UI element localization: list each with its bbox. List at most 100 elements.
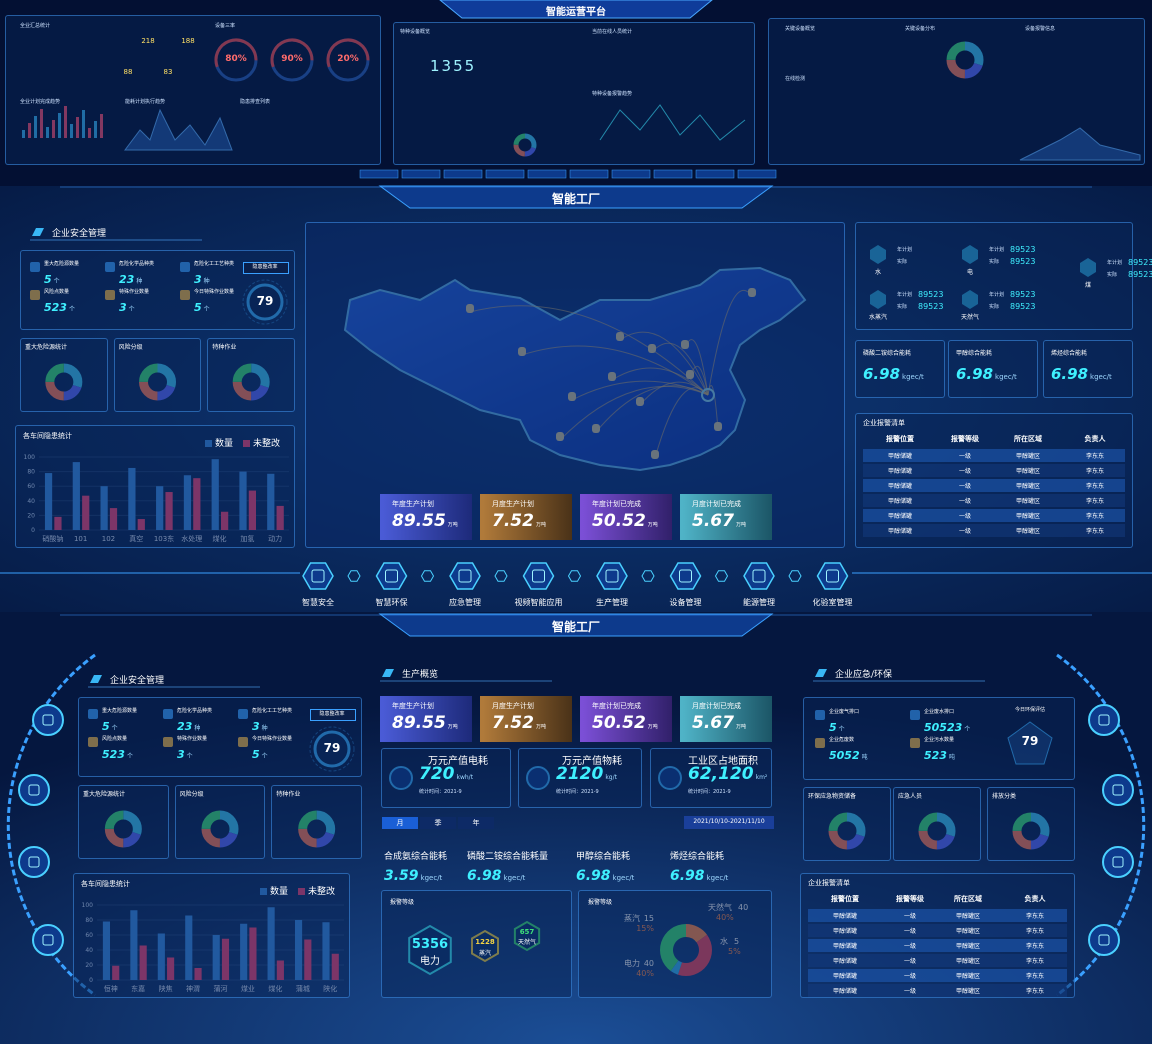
donut-title: 风险分级 (118, 344, 143, 351)
energy-actual-label: 实际 (897, 304, 908, 310)
table-cell: 甲醇罐区 (1015, 513, 1041, 520)
nav-label[interactable]: 生产管理 (596, 598, 628, 607)
table-cell: 一级 (903, 943, 917, 950)
rate-label: 隐患整改率 (252, 264, 278, 270)
value: 89.55 (392, 511, 446, 531)
plan-card (380, 494, 472, 540)
panel-title: 特种设备概览 (400, 29, 431, 35)
table-cell: 甲醇罐区 (1015, 483, 1041, 490)
nav-hex (302, 562, 334, 590)
table-cell: 李东东 (1025, 943, 1045, 950)
table-cell: 甲醇罐区 (1015, 528, 1041, 535)
count: 83 (163, 68, 173, 76)
intensity-value: 6.98 kgec/t (576, 865, 634, 884)
donut-title: 特种作业 (276, 791, 301, 798)
tab-label[interactable]: 季 (434, 819, 442, 827)
table-cell: 甲醇储罐 (887, 498, 913, 505)
energy-plan: 89523 (1010, 290, 1036, 299)
panel-title: 在线检测 (785, 76, 806, 82)
stat-label: 企业污水数量 (924, 737, 955, 743)
chart-title: 各车间隐患统计 (23, 432, 72, 440)
kpi-time: 统计时间：2021-9 (688, 789, 731, 795)
panel-title: 全业汇总统计 (20, 23, 51, 29)
nav-chip (695, 169, 735, 179)
table-cell: 甲醇罐区 (1015, 453, 1041, 460)
table-row (808, 924, 1067, 937)
energy-name: 电 (966, 269, 974, 276)
panel-title: 当前在线人员统计 (592, 29, 633, 35)
stat-label: 企业废气排口 (829, 709, 860, 715)
unit: 个 (111, 725, 118, 732)
stat-label: 危险化工工艺种类 (194, 261, 235, 267)
tab-label[interactable]: 月 (396, 819, 404, 827)
rate-value: 79 (256, 294, 274, 308)
nav-label[interactable]: 化验室管理 (812, 598, 853, 607)
value: 50523 (924, 721, 963, 734)
card-value: 50.52 万吨 (592, 511, 658, 531)
table-cell: 一级 (958, 528, 972, 535)
energy-actual-label: 实际 (989, 259, 1000, 265)
nav-label[interactable]: 视频智能应用 (514, 598, 563, 607)
value: 6.98 (467, 868, 502, 884)
nav-chip (611, 169, 651, 179)
table-cell: 甲醇储罐 (832, 913, 858, 920)
table-cell: 李东东 (1025, 928, 1045, 935)
nav-link (714, 570, 729, 582)
table-cell: 甲醇罐区 (955, 928, 981, 935)
table-cell: 李东东 (1025, 988, 1045, 995)
value: 3 (177, 748, 185, 761)
tab[interactable] (458, 817, 494, 829)
title-mark (382, 669, 394, 677)
table-cell: 一级 (958, 498, 972, 505)
tab[interactable] (382, 817, 418, 829)
energy-actual-label: 实际 (1107, 272, 1118, 278)
card-value: 50.52 万吨 (592, 713, 658, 733)
alarm-value: 657 (519, 928, 535, 937)
card-label: 年度计划已完成 (592, 500, 641, 508)
nav-chip (653, 169, 693, 179)
nav-link (788, 570, 802, 582)
energy-plan-label: 年计划 (897, 292, 913, 298)
tab[interactable] (420, 817, 456, 829)
nav-icon (605, 569, 619, 583)
panel (578, 890, 772, 998)
pie-title: 报警等级 (588, 899, 613, 906)
panel (855, 222, 1133, 330)
value: 7.52 (492, 511, 534, 531)
table-cell: 李东东 (1085, 498, 1105, 505)
unit: 万吨 (735, 522, 746, 528)
nav-label[interactable]: 智慧安全 (302, 598, 334, 607)
energy-actual: 89523 (1010, 257, 1036, 266)
kpi-value: 62,120 km² (688, 764, 767, 784)
tab-label[interactable]: 年 (472, 819, 480, 827)
table-cell: 一级 (958, 513, 972, 520)
value: 23 (177, 720, 193, 733)
nav-chip (485, 169, 525, 179)
plan-card (380, 696, 472, 742)
intensity-value: 3.59 kgec/t (384, 865, 442, 884)
table-cell: 甲醇储罐 (832, 973, 858, 980)
table-cell: 甲醇储罐 (832, 943, 858, 950)
card-label: 月度计划已完成 (692, 702, 741, 710)
panel (803, 697, 1075, 780)
unit: 万吨 (535, 522, 546, 528)
table-cell: 李东东 (1085, 453, 1105, 460)
table-header: 所在区域 (954, 895, 982, 903)
unit: kgec/t (420, 874, 443, 882)
nav-label[interactable]: 能源管理 (743, 598, 775, 607)
unit: 个 (53, 278, 60, 285)
unit: 个 (203, 306, 210, 313)
table-cell: 一级 (958, 453, 972, 460)
section-header: 智能工厂 (551, 192, 601, 206)
donut-title: 重大危险源统计 (83, 791, 126, 798)
nav-label[interactable]: 设备管理 (669, 598, 702, 607)
panel (803, 787, 891, 861)
panel-title: 设备三率 (215, 23, 236, 29)
nav-label[interactable]: 智慧环保 (375, 598, 408, 607)
nav-icon (752, 569, 766, 583)
nav-label[interactable]: 应急管理 (449, 598, 481, 607)
table-cell: 甲醇罐区 (955, 988, 981, 995)
